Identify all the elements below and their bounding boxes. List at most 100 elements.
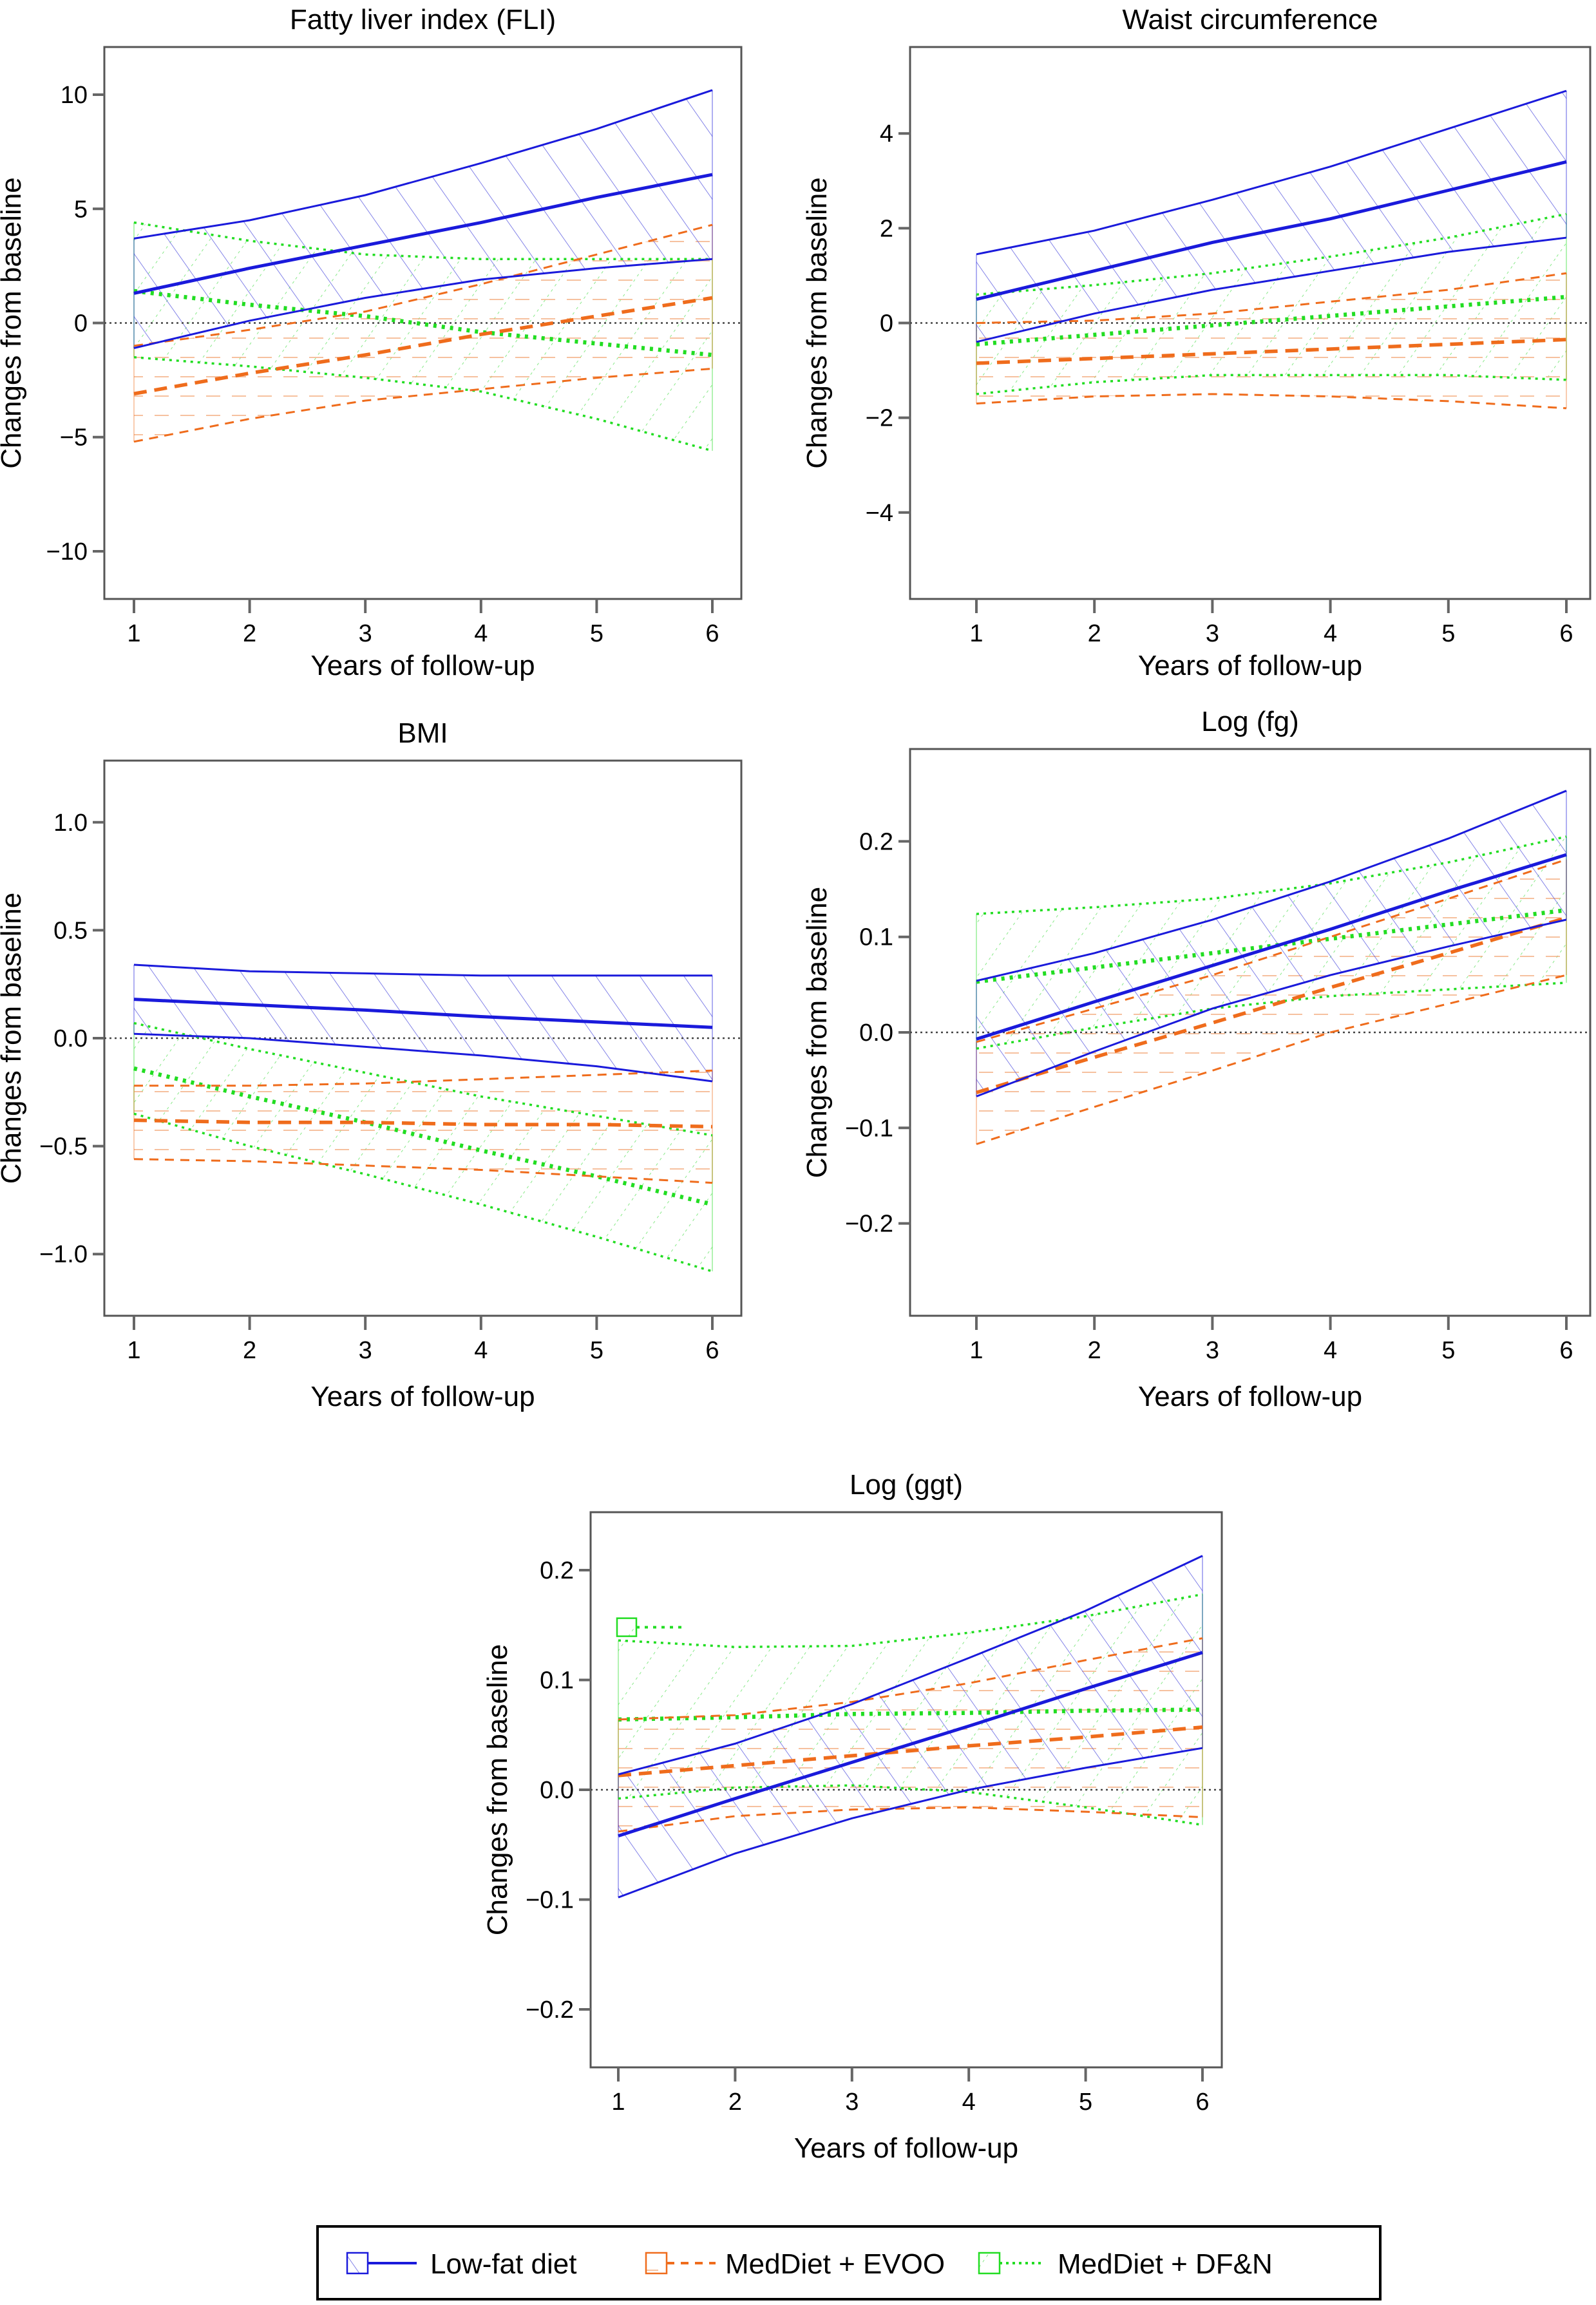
legend-swatch-dfn-icon (978, 2252, 1001, 2275)
panel-log-fg-ci-upper-low-fat (976, 790, 1567, 982)
panel-log-ggt-mean-low-fat (618, 1651, 1203, 1838)
panel-log-ggt-key-swatch-icon (616, 1617, 638, 1637)
legend-label-evoo: MedDiet + EVOO (725, 2248, 945, 2280)
panel-bmi: BMI 1.0 0.5 0.0 −0.5 −1.0 1 2 3 4 5 6 Years of follo… (0, 717, 743, 1412)
panel-bmi-ci-upper-low-fat (133, 963, 712, 977)
panel-waist-xtick-label: 1 (969, 620, 983, 647)
panel-waist-mean-low-fat (976, 160, 1567, 301)
panel-bmi-ytick-label: −0.5 (39, 1134, 88, 1161)
panel-log-ggt-ytick-label: 0.2 (540, 1557, 574, 1584)
panel-bmi-xtick-label: 3 (359, 1337, 372, 1364)
panel-bmi-xtick-label: 6 (705, 1337, 719, 1364)
panel-log-fg: Log (fg) 0.2 0.1 0.0 −0.1 −0.2 1 2 3 4 5 6 Years of … (801, 706, 1591, 1412)
panel-bmi-xtick-label: 1 (127, 1337, 140, 1364)
panel-log-ggt-ylabel: Changes from baseline (482, 1644, 513, 1935)
panel-fli-ytick-label: −5 (60, 424, 88, 451)
panel-fli-ci-upper-low-fat (133, 89, 713, 240)
panel-waist-mean-dfn (976, 294, 1567, 346)
panel-log-fg-xtick-label: 6 (1559, 1337, 1573, 1364)
panel-log-ggt-ci-lower-evoo (618, 1806, 1203, 1833)
panel-waist-mean-evoo (976, 337, 1567, 365)
panel-fli-ci-lower-evoo (133, 367, 713, 443)
panel-log-ggt-band-low-fat (618, 1555, 1202, 1898)
panel-waist-xtick-label: 4 (1324, 620, 1337, 647)
panel-log-ggt-ci-lower-dfn (618, 1784, 1203, 1826)
panel-bmi-ytick-label: 0.0 (53, 1025, 88, 1052)
panel-log-fg-mean-low-fat (976, 853, 1567, 1041)
panel-log-fg-mean-dfn (976, 907, 1567, 984)
panel-bmi-ci-upper-evoo (134, 1069, 713, 1087)
panel-fli-band-low-fat (134, 90, 712, 348)
panel-bmi-ytick-label: −1.0 (39, 1241, 88, 1268)
panel-bmi-ytick-label: 0.5 (53, 917, 88, 944)
panel-log-ggt-mean-evoo (618, 1725, 1203, 1778)
panel-waist-ylabel: Changes from baseline (801, 177, 833, 468)
panel-waist-ytick-label: 2 (880, 215, 893, 242)
panel-fli-ci-upper-dfn (133, 221, 712, 260)
legend-label-low-fat: Low-fat diet (430, 2248, 576, 2280)
panel-bmi-band-evoo (134, 1070, 712, 1183)
legend-item-evoo: MedDiet + EVOO (645, 2248, 945, 2280)
panel-fli-band-evoo (134, 225, 712, 442)
panel-log-fg-xtick-label: 3 (1206, 1337, 1219, 1364)
legend-item-dfn: MedDiet + DF&N (978, 2248, 1273, 2280)
panel-log-ggt-xtick-label: 5 (1079, 2089, 1092, 2116)
panel-bmi-ytick-label: 1.0 (53, 810, 88, 837)
panel-waist-ytick-label: 4 (880, 120, 893, 147)
panel-bmi-ci-lower-evoo (133, 1158, 713, 1184)
panel-fli-xtick-label: 3 (359, 620, 372, 647)
panel-waist-xtick-label: 2 (1088, 620, 1101, 647)
panel-fli-xtick-label: 5 (590, 620, 603, 647)
panel-fli-xtick-label: 2 (243, 620, 256, 647)
panel-log-ggt-ci-upper-evoo (618, 1637, 1203, 1721)
panel-bmi-xlabel: Years of follow-up (310, 1381, 535, 1412)
panel-log-ggt-ytick-label: −0.2 (526, 1997, 574, 2024)
panel-log-ggt-xlabel: Years of follow-up (794, 2132, 1018, 2164)
panel-fli-xtick-label: 1 (127, 620, 140, 647)
panel-fli-title: Fatty liver index (FLI) (290, 4, 556, 35)
panel-log-ggt: Log (ggt) 0.2 0.1 0.0 −0.1 −0.2 1 2 3 4 5 6 Years of… (482, 1469, 1223, 2164)
panel-fli-ylabel: Changes from baseline (0, 177, 27, 468)
panel-waist-ytick-label: 0 (880, 310, 893, 337)
panel-waist-band-low-fat (976, 90, 1566, 342)
panel-waist: Waist circumference 4 2 0 −2 −4 1 2 3 4 5 6 Years of… (801, 4, 1591, 681)
panel-waist-title: Waist circumference (1123, 4, 1378, 35)
panel-waist-xtick-label: 5 (1441, 620, 1455, 647)
panel-waist-xtick-label: 6 (1559, 620, 1573, 647)
panel-log-fg-xtick-label: 4 (1324, 1337, 1337, 1364)
panel-waist-ci-lower-evoo (976, 393, 1567, 410)
panel-bmi-ci-lower-dfn (133, 1112, 713, 1273)
panel-bmi-mean-evoo (133, 1118, 713, 1129)
panel-log-ggt-ytick-label: 0.0 (540, 1777, 574, 1804)
legend-swatch-low-fat-icon (346, 2252, 369, 2275)
panel-log-ggt-xtick-label: 6 (1195, 2089, 1209, 2116)
panel-log-fg-ytick-label: −0.1 (845, 1115, 893, 1142)
panel-waist-xlabel: Years of follow-up (1138, 650, 1362, 681)
panel-fli-mean-low-fat (133, 173, 713, 295)
panel-log-fg-band-low-fat (976, 790, 1566, 1097)
panel-bmi-xtick-label: 5 (590, 1337, 603, 1364)
panel-log-fg-ci-lower-evoo (976, 974, 1567, 1145)
panel-fli-ytick-label: 10 (61, 82, 88, 109)
legend: Low-fat diet MedDiet + EVOO MedDiet + DF… (316, 2225, 1382, 2300)
panel-fli-ytick-label: −10 (46, 538, 88, 565)
panel-bmi-xtick-label: 4 (474, 1337, 488, 1364)
panel-waist-ci-lower-low-fat (976, 236, 1567, 343)
panel-fli-ci-lower-low-fat (133, 258, 713, 349)
panel-log-ggt-ytick-label: −0.1 (526, 1887, 574, 1914)
panel-log-fg-xtick-label: 2 (1088, 1337, 1101, 1364)
panel-log-fg-title: Log (fg) (1201, 706, 1299, 737)
panel-bmi-mean-low-fat (133, 998, 713, 1029)
panel-bmi-band-low-fat (134, 965, 712, 1082)
panel-fli-ytick-label: 5 (74, 196, 88, 223)
panel-fli-ytick-label: 0 (74, 310, 88, 337)
panel-fli-xtick-label: 6 (705, 620, 719, 647)
panel-waist-xtick-label: 3 (1206, 620, 1219, 647)
panel-log-fg-xlabel: Years of follow-up (1138, 1381, 1362, 1412)
panel-bmi-mean-dfn (133, 1066, 713, 1207)
panel-waist-ci-upper-low-fat (976, 90, 1567, 256)
panel-log-fg-ytick-label: 0.0 (859, 1020, 893, 1047)
legend-item-low-fat: Low-fat diet (346, 2248, 576, 2280)
panel-bmi-ci-lower-low-fat (133, 1032, 713, 1083)
